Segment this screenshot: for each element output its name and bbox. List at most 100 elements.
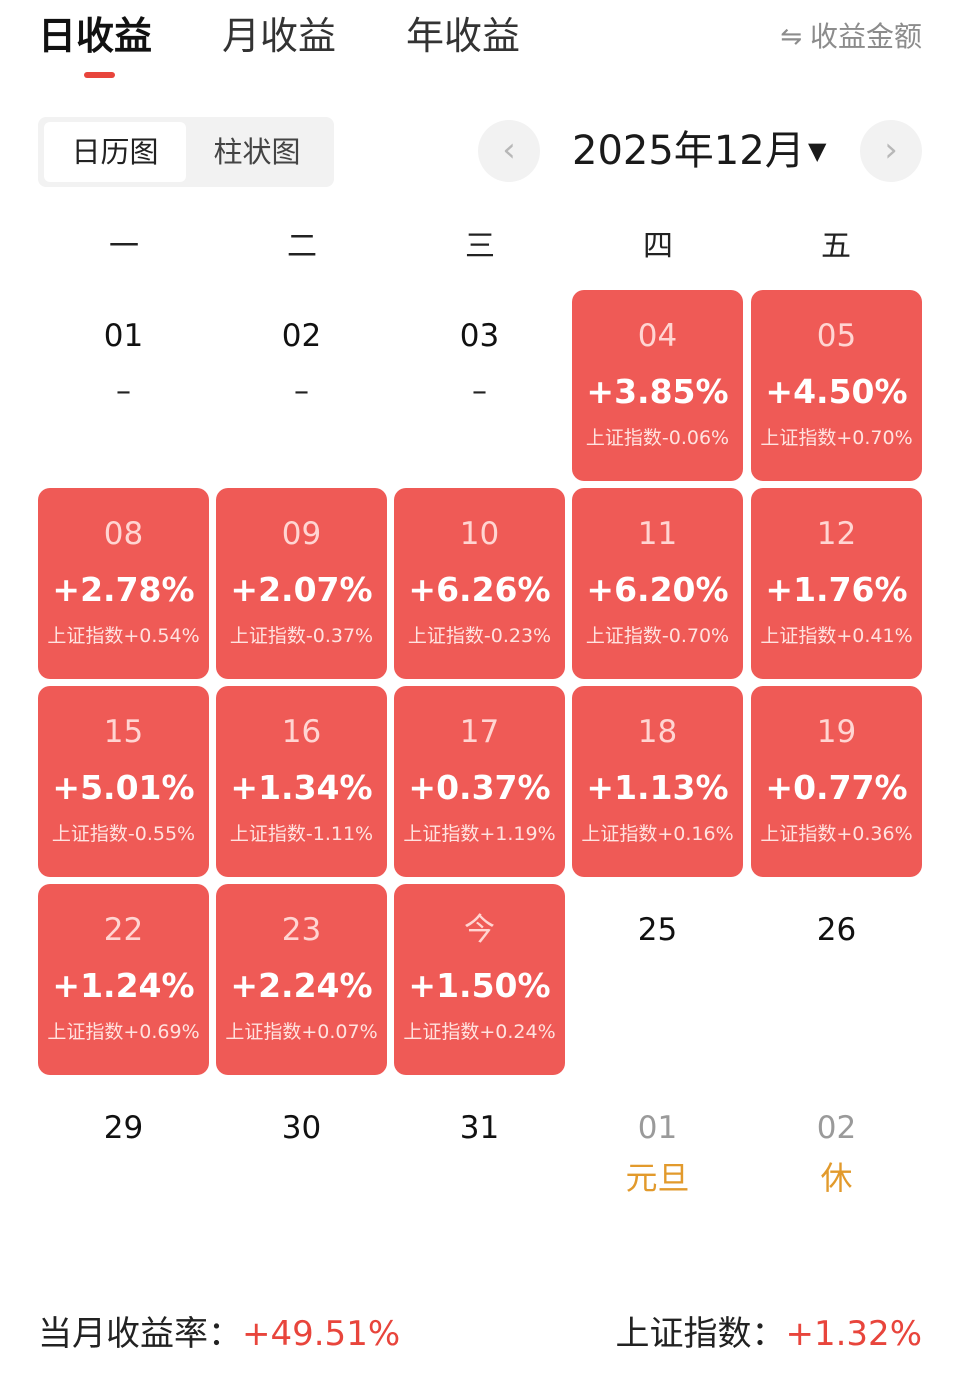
daily-return: +2.07% <box>230 570 373 609</box>
chevron-left-icon: ‹ <box>502 130 516 170</box>
bar-view-button[interactable]: 柱状图 <box>213 135 301 169</box>
swap-icon: ⇋ <box>780 22 802 52</box>
index-change: 上证指数+0.07% <box>225 1021 378 1043</box>
day-number: 01 <box>103 318 144 354</box>
weekday-tue: 二 <box>287 229 317 264</box>
day-number: 22 <box>103 912 144 948</box>
weekday-wed: 三 <box>465 229 495 264</box>
day-number: 29 <box>103 1110 144 1146</box>
calendar-day[interactable]: 11 +6.20% 上证指数-0.70% <box>572 488 743 679</box>
caret-down-icon[interactable]: ▼ <box>808 137 827 165</box>
index-change: 上证指数+0.69% <box>47 1021 200 1043</box>
index-change: 上证指数+0.54% <box>47 625 200 647</box>
daily-return: +4.50% <box>765 372 908 411</box>
amount-toggle-button[interactable]: ⇋ 收益金额 <box>780 18 922 56</box>
calendar-day[interactable]: 25 <box>572 884 743 1075</box>
day-number: 09 <box>281 516 322 552</box>
calendar-day[interactable]: 04 +3.85% 上证指数-0.06% <box>572 290 743 481</box>
calendar-view-button[interactable]: 日历图 <box>44 122 186 182</box>
calendar-day[interactable]: 17 +0.37% 上证指数+1.19% <box>394 686 565 877</box>
calendar-day[interactable]: 26 <box>751 884 922 1075</box>
calendar-day[interactable]: 15 +5.01% 上证指数-0.55% <box>38 686 209 877</box>
daily-return: +0.77% <box>765 768 908 807</box>
calendar-day[interactable]: 10 +6.26% 上证指数-0.23% <box>394 488 565 679</box>
daily-return: +1.76% <box>765 570 908 609</box>
index-change: 上证指数-0.55% <box>51 823 196 845</box>
daily-return: +2.78% <box>52 570 195 609</box>
daily-return: +2.24% <box>230 966 373 1005</box>
day-number: 23 <box>281 912 322 948</box>
calendar-day[interactable]: 12 +1.76% 上证指数+0.41% <box>751 488 922 679</box>
calendar-day[interactable]: 08 +2.78% 上证指数+0.54% <box>38 488 209 679</box>
calendar-day[interactable]: 05 +4.50% 上证指数+0.70% <box>751 290 922 481</box>
calendar-day[interactable]: 22 +1.24% 上证指数+0.69% <box>38 884 209 1075</box>
index-change: 上证指数+1.19% <box>403 823 556 845</box>
weekday-fri: 五 <box>821 229 851 264</box>
calendar-day[interactable]: 19 +0.77% 上证指数+0.36% <box>751 686 922 877</box>
calendar-day[interactable]: 23 +2.24% 上证指数+0.07% <box>216 884 387 1075</box>
calendar-day[interactable]: 09 +2.07% 上证指数-0.37% <box>216 488 387 679</box>
index-change: 上证指数+0.16% <box>581 823 734 845</box>
index-change: 上证指数-0.23% <box>407 625 552 647</box>
day-number: 10 <box>459 516 500 552</box>
day-number: 19 <box>816 714 857 750</box>
index-change: 上证指数+0.24% <box>403 1021 556 1043</box>
weekday-mon: 一 <box>109 229 139 264</box>
calendar-day-today[interactable]: 今 +1.50% 上证指数+0.24% <box>394 884 565 1075</box>
daily-return: +1.24% <box>52 966 195 1005</box>
day-number: 16 <box>281 714 322 750</box>
index-change: 上证指数+0.70% <box>760 427 913 449</box>
view-switch: 日历图 柱状图 <box>38 117 334 187</box>
day-number: 12 <box>816 516 857 552</box>
day-number: 30 <box>281 1110 322 1146</box>
calendar-day-next-month[interactable]: 02 休 <box>751 1082 922 1273</box>
next-month-button[interactable]: › <box>860 120 922 182</box>
index-change: 上证指数-0.70% <box>585 625 730 647</box>
daily-return: +1.34% <box>230 768 373 807</box>
day-number: 04 <box>637 318 678 354</box>
index-summary-label: 上证指数： <box>615 1314 786 1354</box>
amount-toggle-label: 收益金额 <box>809 20 922 53</box>
day-number: 17 <box>459 714 500 750</box>
calendar-day[interactable]: 18 +1.13% 上证指数+0.16% <box>572 686 743 877</box>
calendar-day[interactable]: 01 – <box>38 290 209 481</box>
monthly-return-summary: 当月收益率：+49.51% <box>38 1310 400 1358</box>
index-change: 上证指数+0.36% <box>760 823 913 845</box>
active-tab-indicator <box>84 72 115 78</box>
day-number: 05 <box>816 318 857 354</box>
no-data-dash: – <box>294 374 309 409</box>
prev-month-button[interactable]: ‹ <box>478 120 540 182</box>
calendar-day-next-month[interactable]: 01 元旦 <box>572 1082 743 1273</box>
chevron-right-icon: › <box>884 130 898 170</box>
monthly-return-value: +49.51% <box>242 1314 401 1354</box>
month-label[interactable]: 2025年12月 <box>572 128 805 174</box>
index-summary-value: +1.32% <box>785 1314 923 1354</box>
calendar-day[interactable]: 03 – <box>394 290 565 481</box>
calendar-day[interactable]: 16 +1.34% 上证指数-1.11% <box>216 686 387 877</box>
no-data-dash: – <box>472 374 487 409</box>
no-data-dash: – <box>116 374 131 409</box>
calendar-day[interactable]: 02 – <box>216 290 387 481</box>
calendar-day[interactable]: 30 <box>216 1082 387 1273</box>
day-number: 15 <box>103 714 144 750</box>
day-number: 03 <box>459 318 500 354</box>
day-number: 31 <box>459 1110 500 1146</box>
day-number: 02 <box>816 1110 857 1146</box>
day-number: 01 <box>637 1110 678 1146</box>
daily-return: +6.26% <box>408 570 551 609</box>
tab-daily-returns[interactable]: 日收益 <box>38 14 153 58</box>
daily-return: +1.50% <box>408 966 551 1005</box>
calendar-day[interactable]: 31 <box>394 1082 565 1273</box>
index-change: 上证指数-1.11% <box>229 823 374 845</box>
day-number: 08 <box>103 516 144 552</box>
tab-bar: 日收益 月收益 年收益 ⇋ 收益金额 <box>0 0 960 90</box>
tab-monthly-returns[interactable]: 月收益 <box>222 14 337 58</box>
index-change: 上证指数-0.06% <box>585 427 730 449</box>
day-number: 今 <box>464 912 495 948</box>
daily-return: +5.01% <box>52 768 195 807</box>
tab-yearly-returns[interactable]: 年收益 <box>406 14 521 58</box>
holiday-label: 元旦 <box>625 1159 690 1197</box>
day-number: 02 <box>281 318 322 354</box>
index-summary: 上证指数：+1.32% <box>616 1310 923 1358</box>
calendar-day[interactable]: 29 <box>38 1082 209 1273</box>
